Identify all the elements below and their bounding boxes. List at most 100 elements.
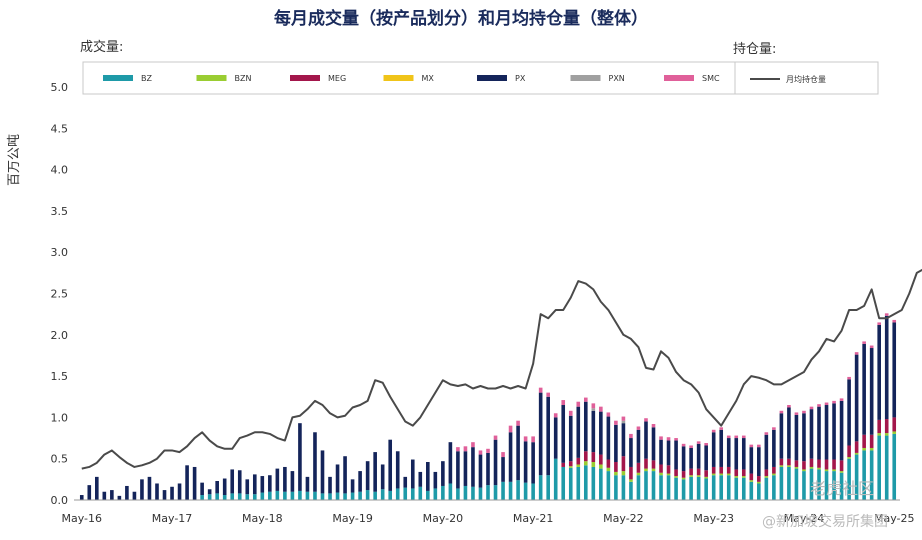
bar-segment-smc bbox=[531, 436, 535, 443]
bar-segment-meg bbox=[809, 458, 814, 467]
bar-segment-meg bbox=[854, 441, 859, 453]
bar-segment-bz bbox=[358, 491, 362, 500]
bar-segment-meg bbox=[772, 466, 776, 474]
bar-segment-bz bbox=[388, 490, 393, 500]
bar-segment-meg bbox=[696, 468, 701, 476]
bar-segment-bzn bbox=[689, 475, 693, 477]
bar-segment-bzn bbox=[824, 469, 829, 472]
bar-segment-px bbox=[215, 481, 219, 494]
legend-swatch-bz bbox=[103, 75, 133, 81]
y-tick-label: 0.5 bbox=[51, 453, 69, 466]
bar-segment-bz bbox=[403, 487, 408, 500]
bar-segment-meg bbox=[817, 459, 821, 468]
bar-segment-px bbox=[553, 417, 558, 459]
bar-segment-bz bbox=[636, 475, 641, 500]
bar-segment-px bbox=[884, 315, 889, 420]
bar-segment-bzn bbox=[629, 479, 633, 482]
bar-segment-meg bbox=[666, 465, 671, 474]
bar-segment-bz bbox=[711, 475, 716, 500]
bar-segment-bzn bbox=[576, 464, 581, 467]
bar-segment-bzn bbox=[839, 471, 844, 473]
bar-segment-bz bbox=[200, 495, 204, 500]
bar-segment-smc bbox=[538, 387, 543, 393]
bar-segment-bz bbox=[839, 472, 844, 500]
legend-label-bzn: BZN bbox=[235, 74, 252, 83]
bar-segment-meg bbox=[802, 461, 806, 470]
bar-segment-px bbox=[463, 451, 468, 486]
bar-segment-bzn bbox=[606, 467, 611, 472]
bar-segment-bz bbox=[614, 475, 618, 500]
bar-segment-meg bbox=[621, 456, 626, 472]
bar-segment-smc bbox=[636, 426, 641, 430]
legend-label-smc: SMC bbox=[702, 74, 720, 83]
y-tick-label: 3.0 bbox=[51, 246, 69, 259]
x-tick-label: May-22 bbox=[603, 512, 644, 525]
bar-segment-smc bbox=[696, 441, 701, 444]
bar-segment-meg bbox=[644, 458, 648, 469]
bar-segment-bz bbox=[892, 433, 897, 500]
bar-segment-bz bbox=[268, 491, 272, 500]
bar-segment-meg bbox=[674, 469, 678, 477]
bar-segment-bz bbox=[380, 489, 385, 500]
bar-segment-bz bbox=[644, 471, 648, 500]
bar-segment-px bbox=[862, 343, 866, 435]
x-tick-label: May-21 bbox=[513, 512, 554, 525]
bar-segment-smc bbox=[553, 413, 558, 418]
bar-segment-smc bbox=[847, 376, 851, 380]
bar-segment-bz bbox=[877, 435, 881, 500]
bar-segment-px bbox=[516, 425, 520, 481]
bar-segment-px bbox=[388, 439, 393, 491]
bar-segment-meg bbox=[847, 445, 851, 458]
bar-segment-px bbox=[290, 471, 295, 492]
bar-segment-bz bbox=[433, 488, 438, 500]
bar-segment-bz bbox=[305, 491, 310, 500]
bar-segment-bz bbox=[448, 483, 453, 500]
bar-segment-meg bbox=[689, 468, 693, 476]
bar-segment-bz bbox=[606, 471, 611, 500]
bar-segment-px bbox=[538, 392, 543, 476]
bar-segment-bz bbox=[290, 491, 295, 500]
y-tick-label: 2.0 bbox=[51, 329, 69, 342]
bar-segment-meg bbox=[884, 419, 889, 434]
bar-segment-smc bbox=[621, 416, 626, 421]
bar-segment-bz bbox=[884, 435, 889, 500]
y-tick-label: 1.5 bbox=[51, 370, 69, 383]
y-tick-label: 4.0 bbox=[51, 164, 69, 177]
bar-segment-px bbox=[426, 462, 430, 491]
bar-segment-smc bbox=[787, 405, 791, 408]
bar-segment-meg bbox=[561, 462, 566, 467]
bar-segment-bz bbox=[478, 487, 483, 500]
bar-segment-meg bbox=[711, 466, 716, 474]
bar-segment-px bbox=[305, 476, 310, 492]
bar-segment-bz bbox=[862, 450, 866, 500]
y-tick-label: 1.0 bbox=[51, 411, 69, 424]
legend-swatch-pxn bbox=[570, 75, 601, 81]
bar-segment-px bbox=[794, 414, 799, 461]
bar-segment-px bbox=[674, 440, 678, 470]
x-tick-label: May-16 bbox=[62, 512, 103, 525]
bar-segment-px bbox=[237, 470, 242, 494]
bar-segment-bz bbox=[666, 475, 671, 500]
bar-segment-smc bbox=[726, 435, 731, 439]
bar-segment-px bbox=[95, 476, 99, 500]
bar-segment-smc bbox=[591, 403, 596, 409]
bar-segment-bzn bbox=[877, 433, 881, 436]
bar-segment-meg bbox=[877, 419, 881, 434]
right-axis-label: 持仓量: bbox=[733, 42, 776, 57]
bar-segment-smc bbox=[583, 397, 588, 402]
bar-segment-bzn bbox=[591, 462, 596, 467]
bar-segment-bz bbox=[599, 468, 603, 500]
bar-segment-smc bbox=[704, 443, 708, 446]
bar-segment-smc bbox=[764, 432, 769, 435]
bar-segment-px bbox=[779, 413, 784, 459]
bar-segment-px bbox=[418, 471, 423, 487]
bar-segment-bzn bbox=[854, 452, 859, 455]
bar-segment-smc bbox=[817, 404, 821, 407]
bar-segment-bz bbox=[350, 492, 355, 500]
bar-segment-px bbox=[200, 482, 204, 496]
bar-segment-smc bbox=[561, 400, 566, 406]
bar-segment-meg bbox=[629, 466, 633, 480]
bar-segment-bz bbox=[726, 475, 731, 500]
bar-segment-bz bbox=[734, 477, 739, 500]
bar-segment-bz bbox=[817, 469, 821, 500]
